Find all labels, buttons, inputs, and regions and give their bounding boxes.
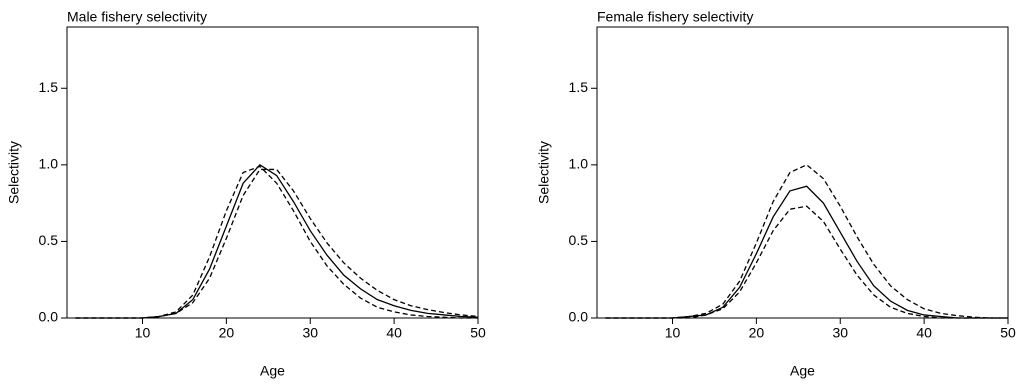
x-tick-label: 20 bbox=[219, 325, 235, 341]
y-tick-label: 0.5 bbox=[39, 232, 59, 248]
x-tick-label: 40 bbox=[386, 325, 402, 341]
selectivity-line bbox=[605, 164, 1008, 319]
x-tick-label: 10 bbox=[135, 325, 151, 341]
x-tick-label: 40 bbox=[916, 325, 932, 341]
x-tick-label: 50 bbox=[1000, 325, 1016, 341]
y-tick-label: 0.0 bbox=[569, 309, 589, 325]
y-tick-label: 0.5 bbox=[569, 232, 589, 248]
plot-frame bbox=[596, 26, 1009, 319]
selectivity-line bbox=[75, 163, 479, 319]
x-tick-label: 30 bbox=[302, 325, 318, 341]
selectivity-line bbox=[75, 165, 478, 319]
x-tick-label: 50 bbox=[470, 325, 486, 341]
y-tick-label: 1.5 bbox=[39, 79, 59, 95]
x-axis-label: Age bbox=[790, 363, 815, 379]
x-axis-label: Age bbox=[260, 363, 285, 379]
y-axis-label: Selectivity bbox=[6, 141, 22, 204]
plot-frame bbox=[66, 26, 479, 319]
x-tick-label: 10 bbox=[665, 325, 681, 341]
y-axis-label: Selectivity bbox=[536, 141, 552, 204]
y-tick-label: 1.0 bbox=[569, 156, 589, 172]
x-tick-label: 20 bbox=[749, 325, 765, 341]
chart-title: Female fishery selectivity bbox=[597, 9, 753, 25]
selectivity-line bbox=[75, 168, 479, 319]
x-tick-label: 30 bbox=[832, 325, 848, 341]
y-tick-label: 0.0 bbox=[39, 309, 59, 325]
y-tick-label: 1.5 bbox=[569, 79, 589, 95]
y-tick-label: 1.0 bbox=[39, 156, 59, 172]
selectivity-line bbox=[605, 205, 1008, 319]
chart-title: Male fishery selectivity bbox=[67, 9, 207, 25]
